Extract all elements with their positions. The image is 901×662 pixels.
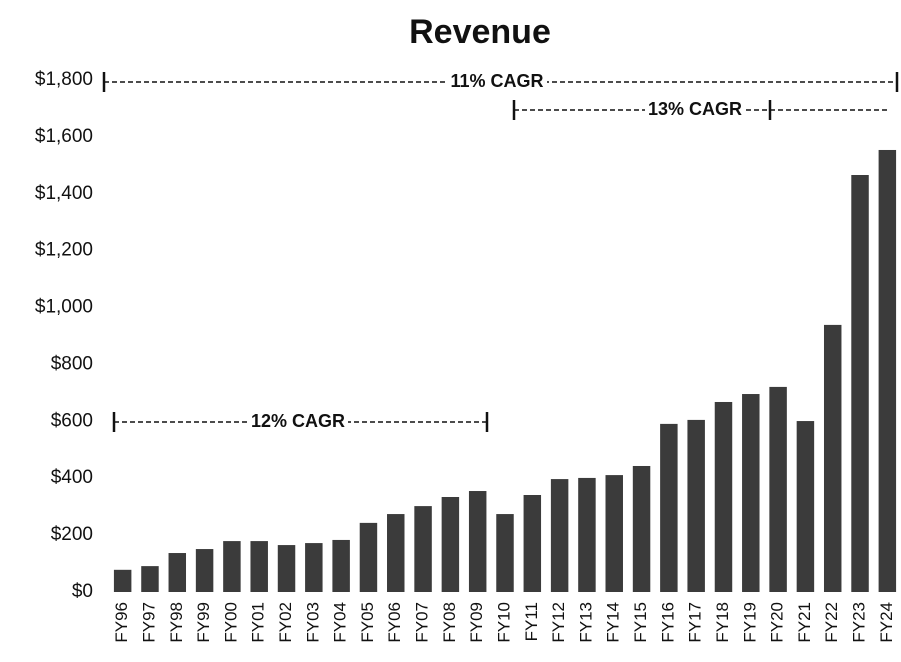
x-tick-label: FY98	[167, 602, 186, 643]
y-tick-label: $1,400	[35, 183, 93, 204]
bar	[523, 495, 542, 592]
bar	[332, 539, 350, 592]
bar	[141, 566, 159, 592]
y-tick-label: $1,200	[35, 240, 93, 261]
bar	[878, 149, 897, 592]
x-tick-label: FY22	[822, 602, 841, 643]
x-tick-label: FY13	[576, 602, 595, 643]
bar	[250, 541, 268, 592]
y-tick-label: $600	[51, 410, 93, 431]
bar	[714, 401, 733, 592]
cagr-label-bg	[447, 70, 547, 94]
bar	[305, 543, 323, 592]
x-tick-label: FY18	[713, 602, 732, 643]
bar	[578, 477, 596, 592]
x-tick-label: FY03	[303, 602, 322, 643]
bar	[851, 175, 869, 592]
y-tick-label: $0	[72, 581, 93, 602]
y-tick-label: $800	[51, 353, 93, 374]
bar	[660, 423, 678, 592]
bar	[550, 479, 569, 592]
cagr-label: 11% CAGR	[450, 71, 543, 91]
x-tick-label: FY02	[276, 602, 295, 643]
x-tick-label: FY01	[249, 602, 268, 643]
x-tick-label: FY97	[139, 602, 158, 643]
x-tick-label: FY15	[631, 602, 650, 643]
cagr-label-bg	[645, 98, 745, 122]
x-tick-label: FY16	[658, 602, 677, 643]
bar	[742, 394, 760, 592]
x-tick-label: FY99	[194, 602, 213, 643]
x-tick-label: FY00	[221, 602, 240, 643]
x-tick-label: FY20	[768, 602, 787, 643]
x-tick-label: FY11	[522, 602, 541, 641]
chart-title: Revenue	[409, 13, 551, 51]
x-tick-label: FY09	[467, 602, 486, 643]
cagr-label: 12% CAGR	[251, 411, 345, 431]
x-tick-label: FY24	[877, 602, 896, 643]
bar	[468, 491, 487, 592]
bar	[113, 569, 132, 592]
cagr-label-bg	[248, 410, 348, 434]
bar	[632, 465, 651, 592]
bar	[605, 475, 623, 592]
cagr-label: 13% CAGR	[648, 99, 742, 119]
bar	[796, 421, 815, 592]
x-tick-label: FY06	[385, 602, 404, 643]
bar	[195, 549, 214, 592]
y-tick-label: $400	[51, 467, 93, 488]
x-tick-label: FY96	[112, 602, 131, 643]
bar	[387, 514, 405, 592]
bar	[277, 545, 296, 592]
x-tick-label: FY04	[331, 602, 350, 643]
x-tick-label: FY14	[604, 602, 623, 643]
y-tick-label: $1,800	[35, 69, 93, 90]
bar	[769, 386, 787, 592]
bar	[496, 514, 514, 592]
bar	[687, 419, 705, 592]
bar	[823, 324, 842, 592]
y-tick-label: $200	[51, 524, 93, 545]
x-tick-label: FY10	[494, 602, 513, 643]
bar	[223, 541, 241, 592]
x-tick-label: FY05	[358, 602, 377, 643]
y-tick-label: $1,600	[35, 126, 93, 147]
y-tick-label: $1,000	[35, 297, 93, 318]
x-tick-label: FY07	[413, 602, 432, 643]
x-tick-label: FY17	[686, 602, 705, 643]
bar	[414, 506, 432, 592]
x-tick-label: FY08	[440, 602, 459, 643]
x-tick-label: FY19	[740, 602, 759, 643]
x-tick-label: FY12	[549, 602, 568, 643]
x-tick-label: FY23	[850, 602, 869, 643]
x-tick-label: FY21	[795, 602, 814, 643]
bar	[441, 496, 460, 592]
bar	[359, 522, 378, 592]
bar	[168, 553, 187, 592]
